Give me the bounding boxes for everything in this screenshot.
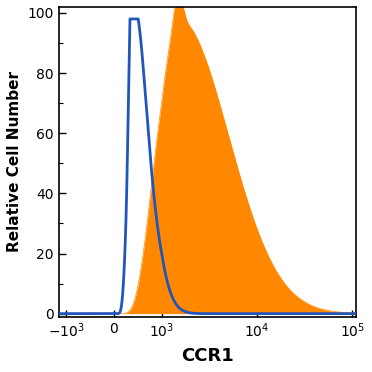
X-axis label: CCR1: CCR1 xyxy=(181,347,234,365)
Y-axis label: Relative Cell Number: Relative Cell Number xyxy=(7,71,22,252)
